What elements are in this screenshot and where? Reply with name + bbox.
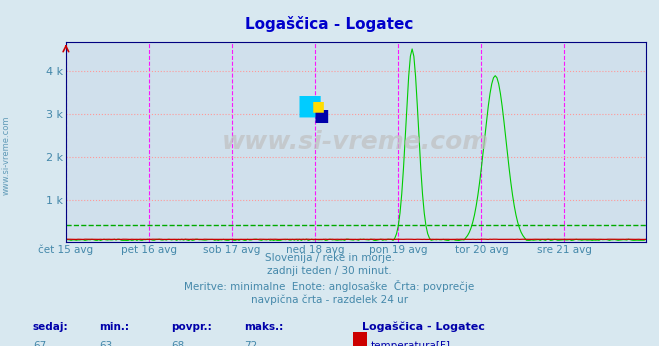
Text: zadnji teden / 30 minut.: zadnji teden / 30 minut. bbox=[267, 266, 392, 276]
Text: Meritve: minimalne  Enote: anglosaške  Črta: povprečje: Meritve: minimalne Enote: anglosaške Črt… bbox=[185, 280, 474, 292]
Text: 67: 67 bbox=[33, 341, 46, 346]
Text: 68: 68 bbox=[171, 341, 185, 346]
Text: 72: 72 bbox=[244, 341, 257, 346]
Text: temperatura[F]: temperatura[F] bbox=[371, 341, 451, 346]
Text: www.si-vreme.com: www.si-vreme.com bbox=[222, 130, 490, 154]
Text: Logaščica - Logatec: Logaščica - Logatec bbox=[245, 16, 414, 31]
Text: www.si-vreme.com: www.si-vreme.com bbox=[2, 116, 11, 195]
Text: Logaščica - Logatec: Logaščica - Logatec bbox=[362, 322, 485, 332]
Text: ■: ■ bbox=[297, 92, 323, 120]
Text: ■: ■ bbox=[313, 107, 329, 125]
Text: Slovenija / reke in morje.: Slovenija / reke in morje. bbox=[264, 253, 395, 263]
Text: ■: ■ bbox=[312, 100, 325, 114]
Text: navpična črta - razdelek 24 ur: navpična črta - razdelek 24 ur bbox=[251, 294, 408, 304]
Text: sedaj:: sedaj: bbox=[33, 322, 69, 332]
Text: povpr.:: povpr.: bbox=[171, 322, 212, 332]
Text: min.:: min.: bbox=[99, 322, 129, 332]
Text: maks.:: maks.: bbox=[244, 322, 283, 332]
Text: 63: 63 bbox=[99, 341, 112, 346]
